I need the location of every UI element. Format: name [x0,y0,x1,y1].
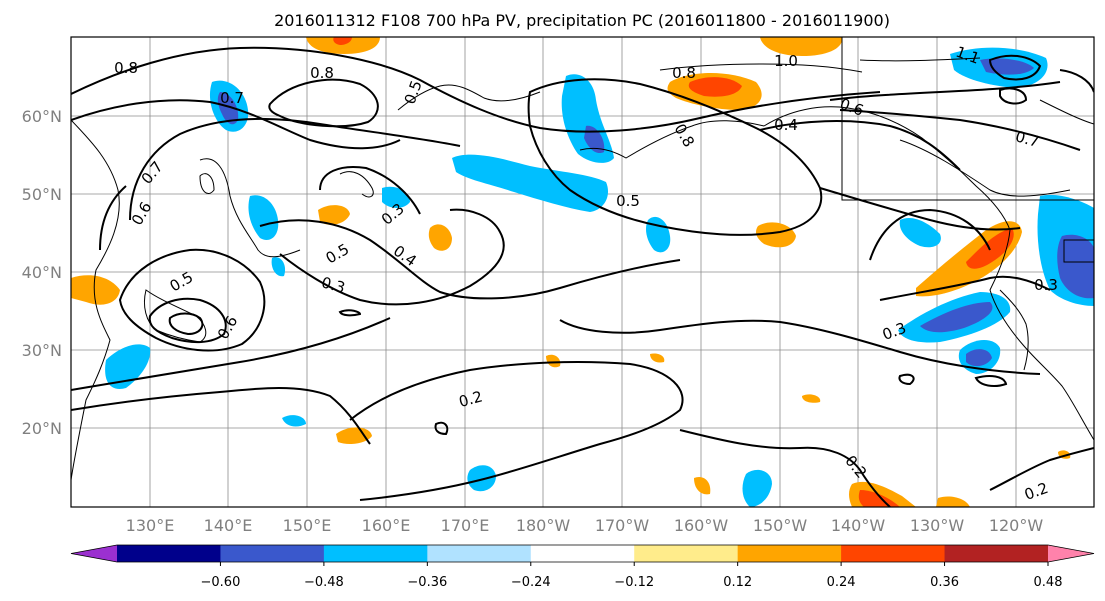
lat-label: 50°N [22,185,62,204]
lat-label: 20°N [22,419,62,438]
pv-contours [71,46,1094,507]
precip-positive-region [333,37,352,45]
precip-positive-region [71,275,120,305]
lat-label: 40°N [22,263,62,282]
precip-negative-region [271,257,286,277]
contour-label: 0.3 [319,273,347,297]
colorbar-tick-label: −0.24 [511,575,551,590]
precip-positive-region [306,37,380,54]
contour-label: 0.8 [310,64,334,82]
precip-negative-region [248,195,279,240]
longitude-labels: 130°E 140°E 150°E 160°E 170°E 180°W 170°… [126,516,1044,535]
precip-positive-region [756,222,796,248]
precip-positive-region [802,394,821,403]
colorbar-outline [70,544,1095,563]
precip-negative-region [1057,234,1094,299]
map-frame [70,36,1095,508]
colorbar-tick-labels: −0.60 −0.48 −0.36 −0.24 −0.12 0.12 0.24 0.36 0.4… [201,562,1063,590]
contour-label: 1.0 [774,52,798,70]
lon-label: 160°E [362,516,411,535]
precip-positive-region [336,427,372,444]
latitude-labels: 60°N 50°N 40°N 30°N 20°N [22,107,62,438]
precip-negative-region [282,415,306,427]
lat-label: 30°N [22,341,62,360]
precip-negative-region [646,216,671,253]
colorbar-segment [841,545,946,562]
precipitation-shading [71,37,1094,507]
colorbar-segment [530,545,635,562]
colorbar-segment [323,545,428,562]
lon-label: 130°E [126,516,175,535]
contour-label: 0.8 [114,59,138,77]
colorbar [70,544,1095,563]
precip-negative-region [899,217,941,248]
precip-positive-region [428,224,452,251]
colorbar-segment [220,545,325,562]
lon-label: 140°W [831,516,886,535]
colorbar-segment [117,545,221,562]
colorbar-extension-high [1048,545,1094,562]
precip-positive-region [688,77,742,97]
contour-label: 0.8 [672,64,696,82]
precip-positive-region [546,354,561,368]
coastlines [71,37,1094,481]
contour-label: 0.7 [1013,127,1041,151]
colorbar-segment [737,545,842,562]
precip-positive-region [760,37,843,56]
precip-positive-region [858,490,900,507]
precip-positive-region [650,353,665,363]
lon-label: 150°E [283,516,332,535]
lon-label: 160°W [674,516,729,535]
contour-label: 0.3 [1034,276,1058,294]
figure-title: 2016011312 F108 700 hPa PV, precipitatio… [274,11,890,30]
colorbar-tick-label: −0.36 [407,575,447,590]
precip-negative-region [966,349,992,367]
precip-positive-region [936,496,970,507]
lon-label: 150°W [753,516,808,535]
lon-label: 120°W [989,516,1044,535]
precip-negative-region [920,302,993,333]
colorbar-segment [427,545,532,562]
colorbar-tick-label: 0.24 [827,575,856,590]
colorbar-segment [634,545,739,562]
colorbar-segment [944,545,1049,562]
precip-positive-region [694,476,711,495]
colorbar-extension-low [71,545,117,562]
contour-label: 0.7 [220,89,244,107]
contour-label: 0.2 [457,387,485,411]
map-panel: 0.8 0.8 0.7 0.5 0.8 1.0 1.1 0.8 0.4 0.6 … [71,37,1094,507]
precip-negative-region [105,344,151,389]
precip-positive-region [318,205,350,225]
colorbar-tick-label: 0.12 [723,575,752,590]
lon-label: 130°W [910,516,965,535]
colorbar-tick-label: −0.60 [201,575,241,590]
lon-label: 180°W [516,516,571,535]
lon-label: 170°E [441,516,490,535]
contour-label: 0.5 [616,192,640,210]
colorbar-tick-label: 0.48 [1034,575,1063,590]
lon-label: 140°E [204,516,253,535]
colorbar-tick-label: 0.36 [930,575,959,590]
precip-negative-region [452,154,609,212]
precip-negative-region [467,465,496,492]
colorbar-tick-label: −0.12 [614,575,654,590]
colorbar-tick-label: −0.48 [304,575,344,590]
precip-negative-region [217,92,239,125]
lat-label: 60°N [22,107,62,126]
lon-label: 170°W [595,516,650,535]
precip-negative-region [742,469,772,507]
contour-label: 0.4 [774,116,798,134]
